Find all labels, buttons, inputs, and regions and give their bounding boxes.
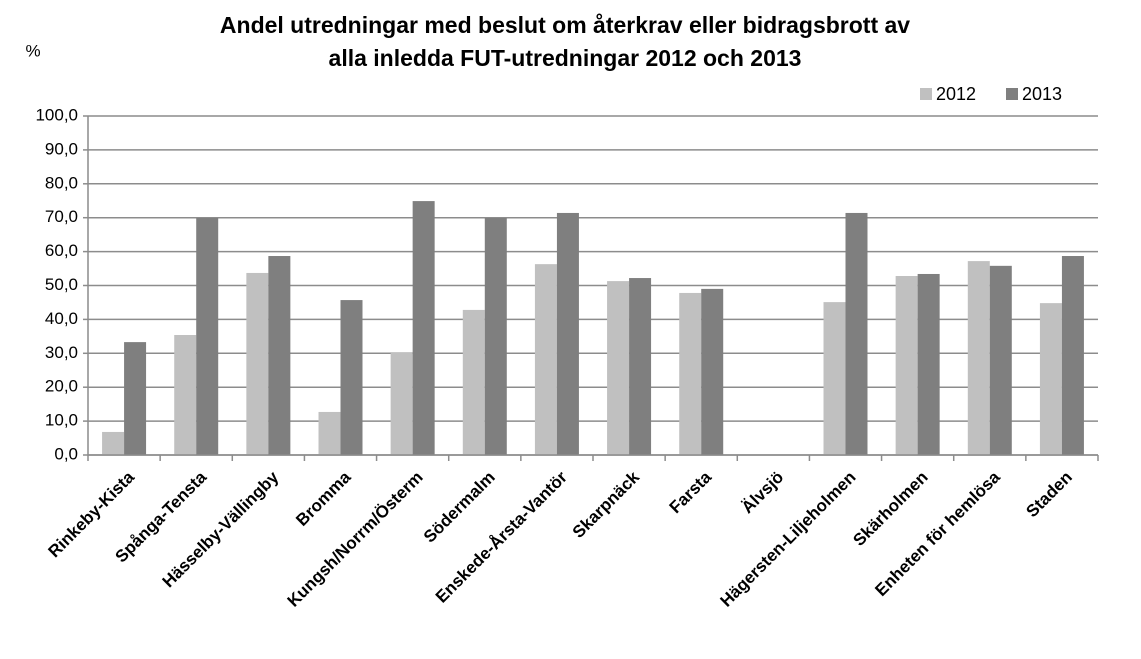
y-tick-label: 20,0 bbox=[45, 377, 78, 396]
bar bbox=[1039, 303, 1062, 455]
y-tick-label: 100,0 bbox=[35, 105, 78, 124]
bar bbox=[845, 212, 868, 455]
y-tick-label: 0,0 bbox=[54, 444, 78, 463]
legend-swatch bbox=[1006, 88, 1018, 100]
bar bbox=[895, 276, 918, 455]
bar bbox=[246, 272, 269, 455]
x-tick-label: Älvsjö bbox=[738, 468, 788, 518]
bar bbox=[462, 309, 485, 455]
bar bbox=[823, 302, 846, 455]
bar bbox=[967, 261, 990, 455]
bar bbox=[318, 411, 341, 455]
bar bbox=[484, 218, 507, 455]
bar bbox=[989, 265, 1012, 455]
bar bbox=[412, 201, 435, 455]
bar bbox=[102, 431, 125, 455]
x-tick-label: Kungsh/Norrm/Österm bbox=[284, 468, 427, 611]
x-tick-label: Hägersten-Liljeholmen bbox=[716, 468, 859, 611]
legend-swatch bbox=[920, 88, 932, 100]
bar bbox=[679, 292, 702, 455]
y-tick-label: 90,0 bbox=[45, 139, 78, 158]
bar bbox=[196, 218, 219, 455]
bar bbox=[268, 256, 291, 455]
bar bbox=[534, 264, 557, 455]
y-axis-label: % bbox=[25, 41, 40, 60]
bar bbox=[1061, 256, 1084, 455]
bar bbox=[701, 288, 724, 455]
bar bbox=[174, 334, 197, 455]
x-tick-label: Södermalm bbox=[420, 468, 499, 547]
y-tick-label: 30,0 bbox=[45, 343, 78, 362]
y-tick-label: 70,0 bbox=[45, 207, 78, 226]
x-tick-label: Farsta bbox=[666, 467, 716, 517]
bar bbox=[556, 212, 579, 455]
bar bbox=[607, 281, 630, 455]
x-tick-label: Staden bbox=[1022, 468, 1076, 522]
y-tick-label: 50,0 bbox=[45, 275, 78, 294]
y-tick-label: 10,0 bbox=[45, 411, 78, 430]
x-tick-label: Enskede-Årsta-Vantör bbox=[432, 467, 571, 606]
chart-title: Andel utredningar med beslut om återkrav… bbox=[220, 12, 910, 38]
legend-label: 2012 bbox=[936, 84, 976, 104]
x-tick-label: Bromma bbox=[292, 467, 355, 530]
y-tick-label: 40,0 bbox=[45, 309, 78, 328]
legend-label: 2013 bbox=[1022, 84, 1062, 104]
x-tick-label: Skarpnäck bbox=[569, 467, 644, 542]
y-tick-label: 80,0 bbox=[45, 173, 78, 192]
bar bbox=[629, 278, 652, 455]
bar bbox=[917, 273, 940, 455]
y-tick-label: 60,0 bbox=[45, 241, 78, 260]
chart-title: alla inledda FUT-utredningar 2012 och 20… bbox=[329, 45, 802, 71]
bar bbox=[124, 342, 147, 455]
x-tick-label: Enheten för hemlösa bbox=[871, 467, 1004, 600]
bar bbox=[340, 300, 363, 455]
bar bbox=[390, 352, 413, 455]
